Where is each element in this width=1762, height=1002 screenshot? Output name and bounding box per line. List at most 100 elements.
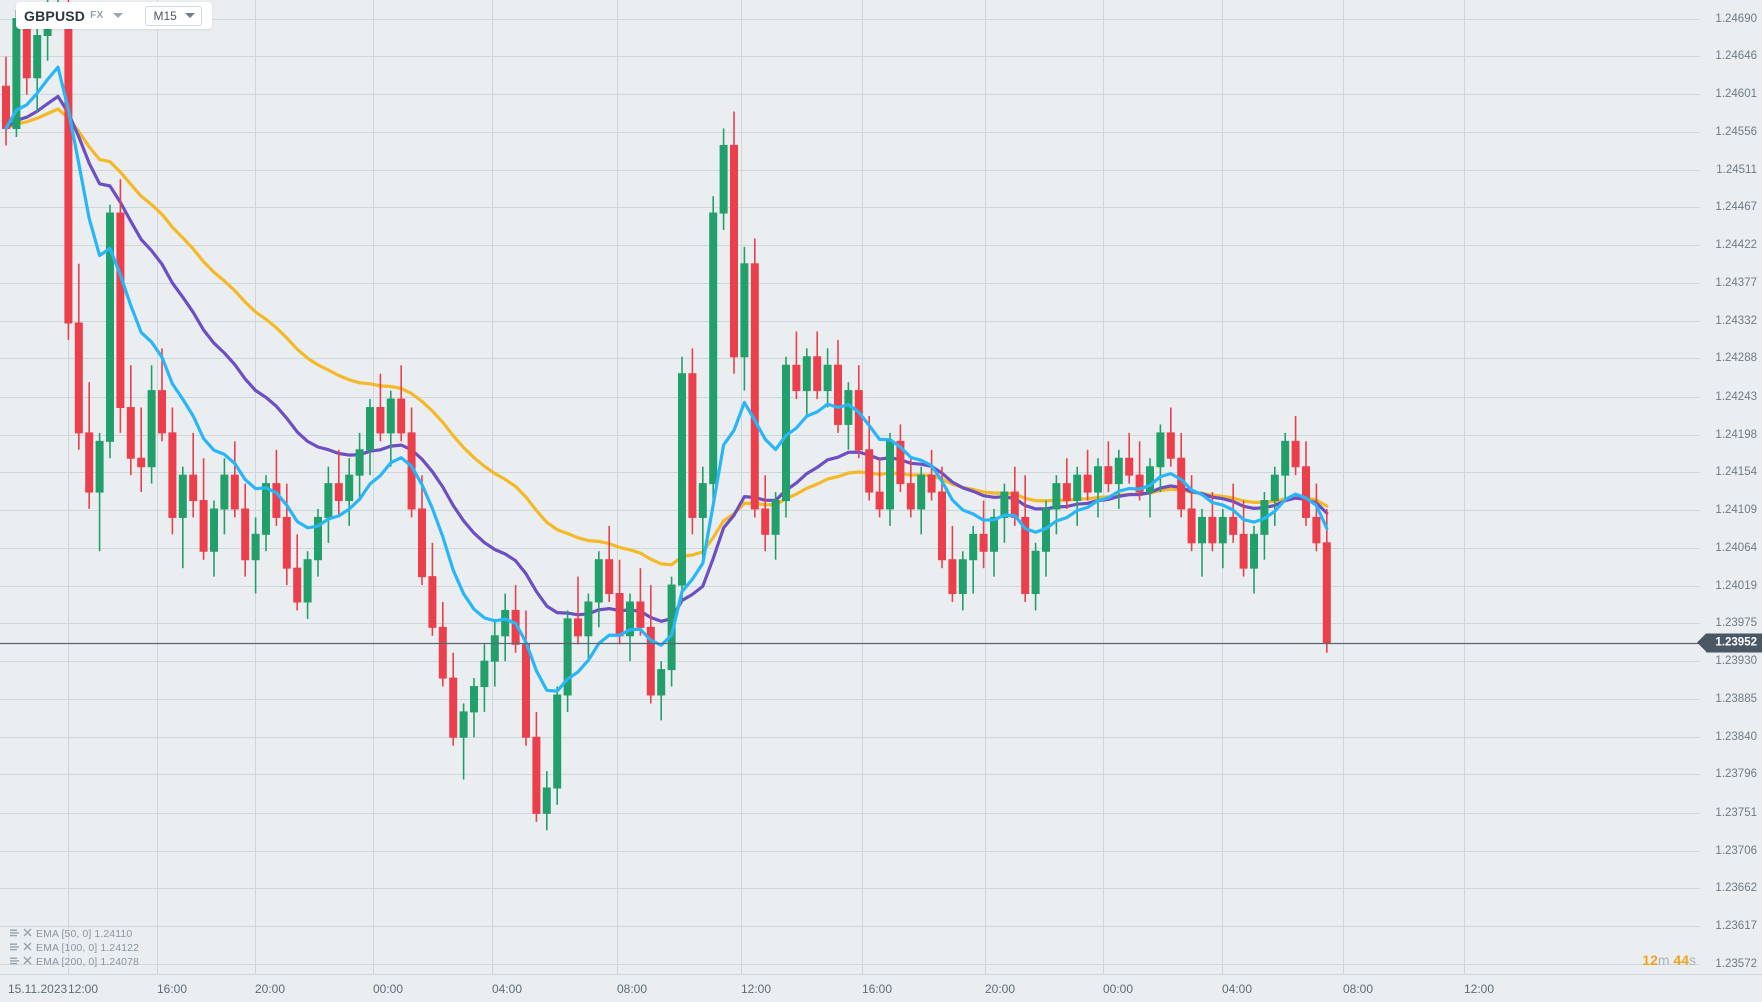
candle-body[interactable]: [85, 432, 94, 493]
candle-body[interactable]: [1322, 542, 1331, 644]
candle-body[interactable]: [1135, 474, 1144, 493]
candle-body[interactable]: [438, 626, 447, 679]
candles[interactable]: [2, 0, 1331, 831]
candle-body[interactable]: [979, 533, 988, 552]
candle-body[interactable]: [865, 449, 874, 493]
candle-body[interactable]: [875, 491, 884, 510]
candle-body[interactable]: [667, 584, 676, 671]
candle-body[interactable]: [792, 364, 801, 392]
remove-indicator-icon[interactable]: [23, 941, 32, 954]
candle-body[interactable]: [709, 212, 718, 485]
candle-body[interactable]: [116, 212, 125, 409]
indicator-settings-icon[interactable]: [10, 957, 21, 966]
candle-body[interactable]: [470, 686, 478, 713]
candle-body[interactable]: [1000, 491, 1009, 518]
candle-body[interactable]: [314, 516, 322, 561]
candle-body[interactable]: [334, 483, 343, 502]
legend-item[interactable]: EMA [200, 0] 1.24078: [10, 955, 139, 968]
price-axis[interactable]: 1.24690 1.24646 1.24601 1.24556 1.24511 1.244…: [1697, 0, 1762, 974]
candle-body[interactable]: [698, 483, 707, 518]
candle-body[interactable]: [553, 694, 562, 789]
candle-body[interactable]: [563, 618, 572, 696]
chart-plot-area[interactable]: [0, 0, 1700, 974]
candle-body[interactable]: [927, 474, 936, 493]
candle-body[interactable]: [605, 559, 614, 595]
candle-body[interactable]: [1218, 516, 1227, 544]
candle-body[interactable]: [74, 322, 83, 434]
candle-body[interactable]: [1250, 533, 1258, 569]
candle-body[interactable]: [657, 669, 666, 696]
candle-body[interactable]: [220, 474, 229, 510]
candle-body[interactable]: [802, 356, 811, 392]
candle-body[interactable]: [938, 491, 946, 561]
candle-body[interactable]: [719, 144, 728, 214]
candle-body[interactable]: [1052, 483, 1061, 510]
candle-body[interactable]: [990, 516, 998, 552]
candle-body[interactable]: [324, 483, 333, 518]
candle-body[interactable]: [158, 390, 166, 434]
candle-body[interactable]: [750, 263, 759, 510]
candle-body[interactable]: [1021, 516, 1030, 595]
candle-body[interactable]: [1229, 516, 1238, 535]
candle-body[interactable]: [1031, 550, 1040, 595]
candle-body[interactable]: [418, 508, 426, 578]
candle-body[interactable]: [1062, 483, 1071, 502]
candle-body[interactable]: [137, 457, 146, 468]
candle-body[interactable]: [64, 5, 73, 324]
candle-body[interactable]: [397, 398, 406, 434]
candle-body[interactable]: [303, 559, 312, 603]
candle-body[interactable]: [896, 440, 905, 485]
candle-body[interactable]: [210, 508, 218, 552]
candle-body[interactable]: [501, 609, 510, 637]
candle-body[interactable]: [126, 407, 135, 459]
candle-body[interactable]: [480, 660, 489, 688]
candle-body[interactable]: [1187, 508, 1196, 544]
indicator-settings-icon[interactable]: [10, 929, 21, 938]
candle-body[interactable]: [262, 483, 270, 535]
legend-item[interactable]: EMA [100, 0] 1.24122: [10, 941, 139, 954]
time-axis[interactable]: 15.11.2023 12:00 16:00 20:00 00:00 04:00 08:00…: [0, 974, 1762, 1002]
candle-body[interactable]: [106, 212, 114, 442]
candle-body[interactable]: [646, 626, 655, 696]
candle-body[interactable]: [178, 474, 187, 518]
candle-body[interactable]: [688, 373, 697, 518]
candle-body[interactable]: [1094, 466, 1102, 493]
chevron-down-icon[interactable]: [112, 13, 123, 18]
candle-body[interactable]: [917, 474, 926, 510]
chevron-down-icon[interactable]: [184, 13, 195, 18]
candle-body[interactable]: [626, 601, 634, 637]
candle-body[interactable]: [1208, 516, 1217, 544]
candle-body[interactable]: [1281, 440, 1290, 476]
candle-body[interactable]: [241, 508, 250, 561]
candle-body[interactable]: [386, 398, 395, 434]
candle-body[interactable]: [1010, 491, 1019, 518]
candle-body[interactable]: [282, 516, 291, 569]
candle-body[interactable]: [251, 533, 260, 561]
candle-body[interactable]: [189, 474, 198, 502]
candle-body[interactable]: [1239, 533, 1248, 569]
candle-body[interactable]: [1125, 457, 1134, 476]
candle-body[interactable]: [1312, 516, 1321, 544]
remove-indicator-icon[interactable]: [23, 927, 32, 940]
candle-body[interactable]: [168, 432, 177, 518]
legend-item[interactable]: EMA [50, 0] 1.24110: [10, 927, 139, 940]
candle-body[interactable]: [730, 144, 738, 358]
candle-body[interactable]: [147, 390, 156, 468]
candle-body[interactable]: [1270, 474, 1279, 502]
candle-body[interactable]: [532, 736, 541, 814]
candle-body[interactable]: [355, 449, 364, 476]
candle-body[interactable]: [1291, 440, 1300, 468]
candle-body[interactable]: [636, 601, 645, 628]
candle-body[interactable]: [906, 483, 915, 510]
candlestick-chart[interactable]: [0, 0, 1700, 974]
candle-body[interactable]: [761, 508, 770, 535]
candle-body[interactable]: [969, 533, 978, 561]
candle-body[interactable]: [95, 440, 104, 493]
candle-body[interactable]: [1198, 516, 1206, 544]
candle-body[interactable]: [230, 474, 239, 510]
candle-body[interactable]: [366, 407, 374, 451]
candle-body[interactable]: [834, 364, 842, 425]
candle-body[interactable]: [740, 263, 749, 358]
candle-body[interactable]: [1166, 432, 1175, 459]
timeframe-selector[interactable]: M15: [144, 5, 202, 26]
